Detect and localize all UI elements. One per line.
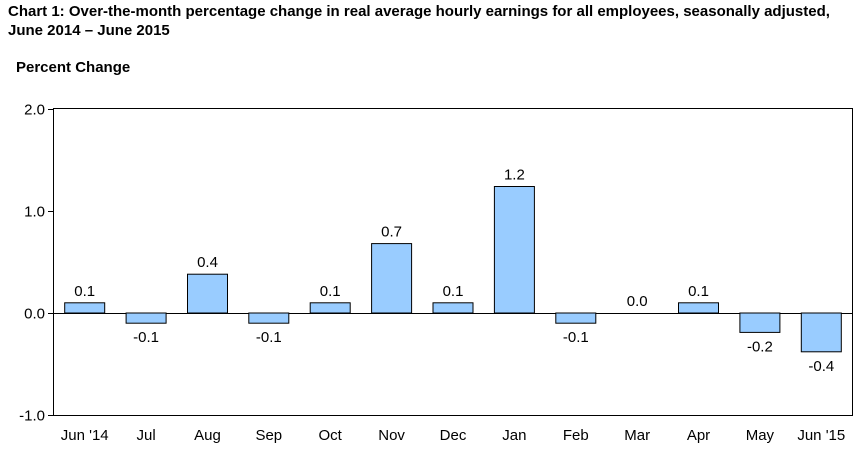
y-axis-label: Percent Change (16, 59, 131, 76)
x-tick-label: Dec (440, 427, 467, 444)
bar (309, 302, 351, 314)
y-tick-label: 1.0 (24, 204, 45, 221)
x-tick-label: Mar (624, 427, 650, 444)
bar (371, 243, 413, 314)
bar (187, 273, 228, 314)
x-tick-label: Jun '14 (61, 427, 109, 444)
data-label: -0.2 (747, 338, 773, 355)
data-label: 0.4 (197, 254, 218, 271)
x-tick-label: Aug (194, 427, 221, 444)
data-label: 0.1 (320, 283, 341, 300)
bar (555, 312, 597, 324)
x-tick-label: May (746, 427, 775, 444)
data-label: 1.2 (504, 167, 525, 184)
y-tick-label: 2.0 (24, 102, 45, 119)
x-tick-label: Sep (255, 427, 282, 444)
x-tick-label: Oct (319, 427, 343, 444)
data-label: -0.4 (808, 358, 834, 375)
bar (800, 312, 842, 353)
bar (64, 302, 106, 314)
bar (493, 186, 535, 314)
plot-area-frame (53, 108, 853, 416)
bar (678, 302, 719, 314)
bar (739, 312, 781, 333)
y-axis-ticks: 2.0 1.0 0.0 -1.0 (19, 102, 852, 425)
x-tick-label: Apr (687, 427, 710, 444)
y-tick-label: 0.0 (24, 306, 45, 323)
x-tick-label: Jan (502, 427, 526, 444)
chart-title: Chart 1: Over-the-month percentage chang… (8, 3, 830, 39)
data-label: 0.1 (443, 283, 464, 300)
x-tick-label: Feb (563, 427, 589, 444)
bar (125, 312, 167, 324)
data-label: -0.1 (133, 329, 159, 346)
x-axis-labels: Jun '14 Jul Aug Sep Oct Nov Dec Jan Feb Mar Apr May… (61, 427, 846, 444)
y-tick-label: -1.0 (19, 408, 45, 425)
data-label: -0.1 (563, 329, 589, 346)
data-label: -0.1 (256, 329, 282, 346)
data-label: 0.7 (381, 224, 402, 241)
bar (248, 312, 290, 324)
data-labels: 0.1 -0.1 0.4 -0.1 0.1 0.7 0.1 1.2 -0.1 0.0 0.1 -0.2… (74, 167, 834, 375)
x-tick-label: Jun '15 (797, 427, 845, 444)
x-tick-label: Nov (378, 427, 405, 444)
data-label: 0.1 (74, 283, 95, 300)
data-label: 0.1 (688, 283, 709, 300)
bar (432, 302, 474, 314)
data-label: 0.0 (627, 293, 648, 310)
x-tick-label: Jul (137, 427, 156, 444)
bar-series (64, 186, 842, 353)
